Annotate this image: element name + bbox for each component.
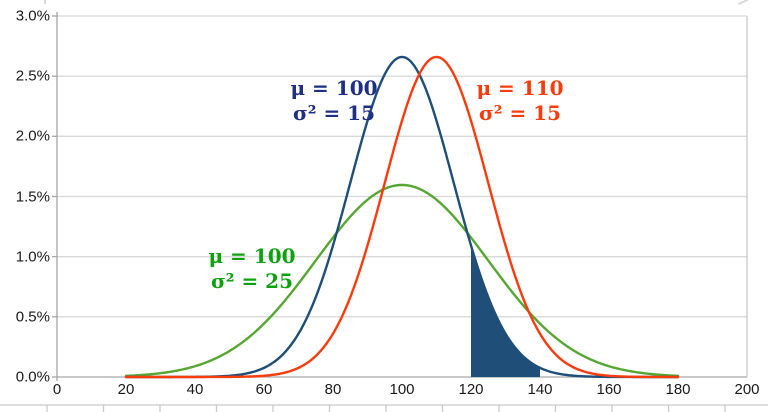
- x-tick-label: 160: [596, 381, 622, 398]
- x-tick-label: 140: [527, 381, 553, 398]
- curve-path-normal-mu110-var15: [124, 55, 680, 379]
- shaded-tail-region: [471, 245, 540, 377]
- crop-artifact-mark: [44, 0, 46, 4]
- curve-label-line: σ² = 25: [210, 269, 294, 293]
- curve-label-mu100-var25: μ = 100 σ² = 25: [196, 244, 308, 294]
- y-tick-label: 3.0%: [15, 7, 50, 25]
- y-tick-label: 0.0%: [15, 368, 50, 386]
- y-tick-label: 0.5%: [15, 308, 50, 326]
- curve-label-line: μ = 100: [208, 244, 296, 268]
- x-tick-label: 200: [734, 381, 760, 398]
- x-tick-label: 180: [665, 381, 691, 398]
- x-tick-label: 20: [117, 381, 135, 398]
- x-tick-label: 60: [255, 381, 273, 398]
- x-tick-label: 80: [324, 381, 342, 398]
- y-tick-label: 2.5%: [15, 67, 50, 85]
- curve-label-mu110-var15: μ = 110 σ² = 15: [464, 76, 576, 126]
- x-tick-label: 100: [389, 381, 415, 398]
- x-tick-label: 0: [52, 381, 62, 398]
- curve-path-normal-mu100-var25: [124, 183, 680, 378]
- y-tick-label: 2.0%: [15, 127, 50, 145]
- curve-label-line: μ = 100: [290, 76, 378, 100]
- curve-label-mu100-var15: μ = 100 σ² = 15: [278, 76, 390, 126]
- curve-path-normal-mu100-var15: [124, 55, 680, 379]
- curve-label-line: σ² = 15: [478, 101, 562, 125]
- curve-label-line: μ = 110: [476, 76, 564, 100]
- curve-label-line: σ² = 15: [292, 101, 376, 125]
- x-tick-label: 120: [458, 381, 484, 398]
- y-tick-label: 1.5%: [15, 188, 50, 205]
- x-tick-label: 40: [186, 381, 204, 398]
- y-tick-label: 1.0%: [15, 248, 50, 266]
